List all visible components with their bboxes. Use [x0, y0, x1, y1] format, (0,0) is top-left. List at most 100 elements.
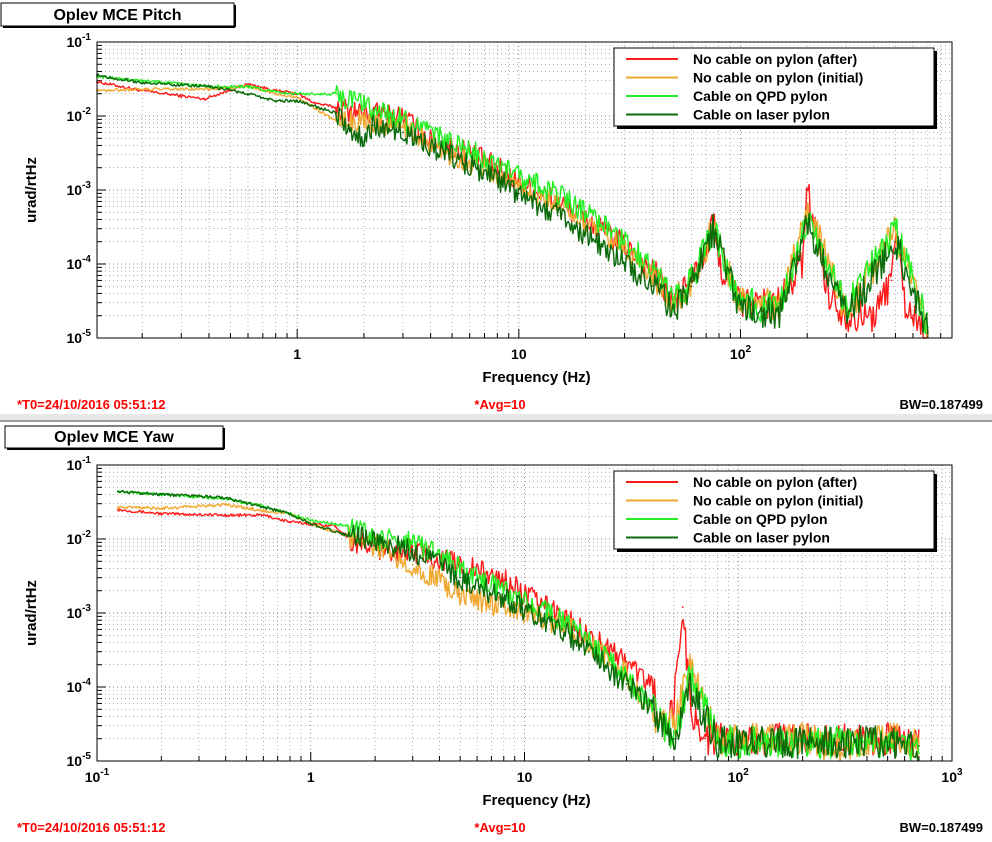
legend-box — [613, 47, 935, 127]
data-point — [561, 628, 564, 631]
data-point — [459, 576, 462, 579]
data-point — [517, 183, 520, 186]
data-point — [208, 85, 210, 88]
data-point — [502, 596, 505, 599]
data-point — [651, 285, 654, 288]
data-point — [689, 708, 692, 711]
legend-entry-label: Cable on laser pylon — [693, 107, 830, 123]
data-point — [556, 192, 559, 195]
data-point — [429, 134, 432, 137]
footer-t0: *T0=24/10/2016 05:51:12 — [17, 397, 166, 412]
data-point — [451, 156, 454, 158]
data-point — [372, 124, 374, 127]
y-tick-label: 10-4 — [67, 677, 92, 695]
data-point — [917, 744, 920, 747]
y-tick-label: 10-4 — [67, 254, 92, 272]
data-point — [778, 314, 781, 317]
data-point — [912, 314, 914, 317]
data-point — [672, 296, 675, 299]
data-point — [917, 741, 920, 744]
data-point — [625, 683, 628, 685]
footer-t0: *T0=24/10/2016 05:51:12 — [17, 820, 166, 835]
legend-entry-label: No cable on pylon (after) — [693, 474, 857, 490]
data-point — [116, 506, 119, 508]
data-point — [208, 88, 210, 91]
data-point — [347, 525, 350, 527]
data-point — [672, 307, 675, 310]
data-point — [411, 541, 414, 544]
data-point — [690, 285, 693, 288]
data-point — [652, 708, 655, 711]
data-point — [806, 189, 809, 191]
x-tick-label: 10 — [511, 346, 527, 362]
data-point — [711, 227, 714, 230]
y-axis-label: urad/rtHz — [23, 580, 40, 646]
data-point — [718, 263, 720, 265]
y-tick-label: 10-3 — [67, 180, 92, 198]
data-point — [335, 112, 338, 114]
data-point — [716, 737, 719, 740]
y-axis-label: urad/rtHz — [23, 157, 40, 223]
legend-entry-label: No cable on pylon (after) — [693, 51, 857, 67]
data-point — [160, 512, 163, 515]
data-point — [334, 525, 337, 527]
data-point — [347, 535, 350, 537]
data-point — [673, 737, 675, 740]
data-point — [806, 205, 809, 208]
data-point — [894, 227, 897, 230]
data-point — [160, 493, 163, 496]
data-point — [801, 263, 804, 265]
legend-box — [613, 470, 935, 550]
x-tick-label: 1 — [293, 346, 301, 362]
data-point — [296, 99, 299, 102]
data-point — [289, 512, 291, 515]
panel-title: Oplev MCE Pitch — [53, 7, 181, 24]
plot-frame — [96, 464, 953, 762]
footer-bw: BW=0.187499 — [900, 820, 983, 835]
data-point — [309, 519, 312, 522]
data-point — [363, 104, 365, 107]
data-point — [203, 98, 205, 100]
data-point — [623, 263, 626, 265]
data-point — [496, 166, 499, 169]
y-tick-label: 10-3 — [67, 603, 92, 621]
panel-separator — [0, 414, 992, 422]
series-line-3 — [96, 73, 929, 335]
data-point — [517, 192, 520, 195]
chart-panel-0: Frequency (Hz) urad/rtHz Oplev MCE Pitch No… — [0, 2, 983, 412]
data-point — [402, 118, 404, 121]
data-point — [274, 99, 277, 102]
data-point — [651, 266, 654, 269]
x-axis-label: Frequency (Hz) — [482, 369, 590, 386]
data-point — [523, 601, 526, 604]
data-point — [160, 507, 163, 510]
data-point — [806, 222, 809, 225]
data-point — [459, 567, 462, 570]
data-point — [296, 92, 299, 95]
data-point — [247, 92, 249, 95]
data-point — [402, 124, 404, 127]
data-point — [801, 741, 804, 744]
legend-entry-label: Cable on laser pylon — [693, 530, 830, 546]
data-point — [890, 279, 893, 282]
panel-title: Oplev MCE Yaw — [54, 429, 174, 446]
data-point — [681, 606, 684, 609]
y-tick-label: 10-1 — [67, 455, 92, 473]
x-axis-label: Frequency (Hz) — [482, 792, 590, 809]
data-point — [468, 148, 471, 151]
data-point — [363, 112, 365, 114]
y-tick-label: 10-5 — [67, 328, 92, 346]
data-point — [309, 522, 312, 525]
data-point — [262, 514, 265, 517]
data-point — [496, 178, 499, 181]
y-tick-label: 10-5 — [67, 751, 92, 769]
data-point — [289, 521, 291, 523]
data-point — [313, 102, 316, 104]
x-tick-label: 103 — [941, 767, 963, 785]
data-point — [625, 660, 628, 663]
data-point — [839, 741, 842, 744]
x-tick-label: 102 — [730, 344, 752, 362]
data-point — [274, 91, 277, 94]
